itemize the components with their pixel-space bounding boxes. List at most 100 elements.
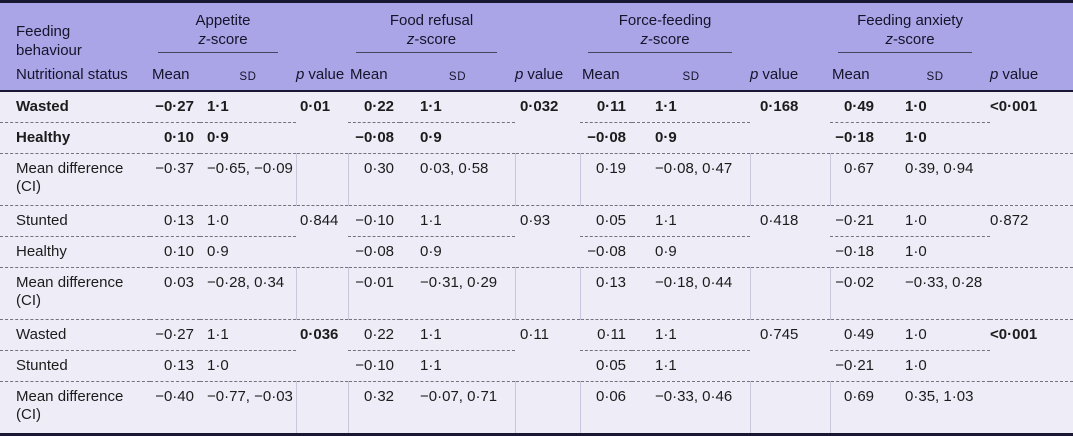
sd-header: SD bbox=[926, 71, 944, 83]
row-label: Healthy bbox=[0, 122, 150, 154]
zscore-label: z-score bbox=[580, 30, 750, 49]
zscore-italic: z bbox=[198, 31, 206, 48]
mean-cell: −0·08 bbox=[348, 236, 401, 268]
sd-cell: 1·1 bbox=[400, 350, 516, 382]
p-value-cell: 0·032 bbox=[520, 98, 559, 115]
p-value-cell-empty bbox=[514, 267, 581, 320]
mean-cell: 0·22 bbox=[348, 319, 401, 351]
mean-cell: 0·67 bbox=[830, 153, 881, 206]
mean-cell: −0·10 bbox=[348, 350, 401, 382]
table-row-stunted: Stunted 0·13 1·0 0·844 −0·10 1·1 0·93 0·… bbox=[0, 205, 1073, 268]
table-row-mean-difference: Mean difference (CI) 0·03 −0·28, 0·34 −0… bbox=[0, 267, 1073, 320]
p-rest: value bbox=[527, 66, 564, 83]
p-value-header: p value bbox=[296, 2, 348, 92]
mean-cell: 0·19 bbox=[580, 153, 633, 206]
row-label: Wasted bbox=[16, 98, 69, 115]
group-header-feeding-anxiety: Feeding anxiety z-score bbox=[830, 2, 990, 53]
group-header-force-feeding: Force-feeding z-score bbox=[580, 2, 750, 53]
zscore-rest: -score bbox=[205, 31, 248, 48]
p-value-cell-empty bbox=[990, 267, 1073, 320]
mean-cell: 0·10 bbox=[150, 236, 200, 268]
sd-cell: 1·0 bbox=[880, 205, 991, 237]
sd-cell: 1·0 bbox=[880, 236, 991, 268]
group-title: Food refusal bbox=[389, 12, 474, 29]
ci-cell: −0·18, 0·44 bbox=[632, 267, 751, 320]
mean-cell: −0·02 bbox=[830, 267, 881, 320]
sd-cell: 0·9 bbox=[200, 236, 297, 268]
p-rest: value bbox=[308, 66, 345, 83]
p-rest: value bbox=[762, 66, 799, 83]
mean-cell: 0·03 bbox=[150, 267, 200, 320]
nutritional-status-label: Nutritional status bbox=[16, 66, 128, 83]
mean-cell: 0·49 bbox=[830, 319, 881, 351]
zscore-label: z-score bbox=[150, 30, 296, 49]
sd-cell: 0·9 bbox=[632, 236, 751, 268]
sd-cell: 1·1 bbox=[400, 319, 516, 351]
mean-cell: 0·06 bbox=[580, 381, 633, 435]
zscore-label: z-score bbox=[830, 30, 990, 49]
mean-cell: −0·01 bbox=[348, 267, 401, 320]
p-value-header: p value bbox=[750, 2, 830, 92]
group-title: Appetite bbox=[195, 12, 251, 29]
table-row-mean-difference: Mean difference (CI) −0·37 −0·65, −0·09 … bbox=[0, 153, 1073, 206]
p-value-cell-empty bbox=[749, 381, 831, 435]
sd-cell: 1·1 bbox=[632, 350, 751, 382]
zscore-italic: z bbox=[885, 31, 893, 48]
column-header-feeding-behaviour: Feeding behaviour Nutritional status bbox=[0, 2, 150, 92]
row-label: Mean difference (CI) bbox=[0, 381, 150, 435]
mean-cell: 0·11 bbox=[580, 319, 633, 351]
sd-cell: 0·9 bbox=[632, 122, 751, 154]
ci-cell: −0·65, −0·09 bbox=[200, 153, 297, 206]
table-body: Wasted −0·27 1·1 0·01 0·22 1·1 0·032 0·1… bbox=[0, 91, 1073, 435]
mean-cell: −0·08 bbox=[580, 236, 633, 268]
mean-cell: 0·11 bbox=[596, 98, 627, 115]
ci-cell: −0·31, 0·29 bbox=[400, 267, 516, 320]
mean-cell: 0·05 bbox=[580, 350, 633, 382]
mean-cell: 0·69 bbox=[830, 381, 881, 435]
p-rest: value bbox=[1002, 66, 1039, 83]
p-value-cell: 0·844 bbox=[296, 205, 349, 268]
ci-cell: −0·08, 0·47 bbox=[632, 153, 751, 206]
zscore-rest: -score bbox=[892, 31, 935, 48]
sd-cell: 0·9 bbox=[400, 122, 516, 154]
mean-cell: −0·18 bbox=[830, 122, 881, 154]
p-value-cell: <0·001 bbox=[990, 98, 1038, 115]
table-row-mean-difference: Mean difference (CI) −0·40 −0·77, −0·03 … bbox=[0, 381, 1073, 435]
mean-cell: −0·40 bbox=[150, 381, 200, 435]
mean-cell: 0·30 bbox=[348, 153, 401, 206]
group-underline bbox=[158, 52, 279, 53]
mean-cell: −0·10 bbox=[348, 205, 401, 237]
group-title: Feeding anxiety bbox=[857, 12, 963, 29]
mean-cell: −0·27 bbox=[155, 98, 194, 115]
sd-cell: 1·0 bbox=[200, 205, 297, 237]
p-italic: p bbox=[750, 66, 759, 83]
p-value-cell-empty bbox=[514, 153, 581, 206]
sd-cell: 0·9 bbox=[200, 122, 297, 154]
header-row-stats: Mean SD Mean SD Mean SD Mean SD bbox=[0, 53, 1073, 91]
row-label: Wasted bbox=[0, 319, 150, 351]
ci-cell: 0·35, 1·03 bbox=[880, 381, 991, 435]
mean-cell: 0·32 bbox=[348, 381, 401, 435]
header-row-groups: Feeding behaviour Nutritional status App… bbox=[0, 2, 1073, 83]
row-label: Stunted bbox=[0, 350, 150, 382]
row-label: Healthy bbox=[0, 236, 150, 268]
group-title: Force-feeding bbox=[618, 12, 712, 29]
table-row-wasted: Wasted −0·27 1·1 0·036 0·22 1·1 0·11 0·1… bbox=[0, 319, 1073, 382]
p-value-cell-empty bbox=[990, 153, 1073, 206]
p-value-cell-empty bbox=[749, 267, 831, 320]
p-value-cell-empty bbox=[295, 153, 349, 206]
sd-cell: 1·0 bbox=[880, 319, 991, 351]
ci-cell: 0·39, 0·94 bbox=[880, 153, 991, 206]
sd-cell: 1·0 bbox=[880, 350, 991, 382]
p-value-cell: 0·168 bbox=[760, 98, 799, 115]
mean-header: Mean bbox=[350, 66, 388, 83]
row-label: Mean difference (CI) bbox=[0, 267, 150, 320]
zscore-rest: -score bbox=[414, 31, 457, 48]
p-value-cell: 0·036 bbox=[296, 319, 349, 382]
ci-cell: −0·28, 0·34 bbox=[200, 267, 297, 320]
p-value-cell-empty bbox=[295, 267, 349, 320]
p-italic: p bbox=[296, 66, 305, 83]
ci-cell: 0·03, 0·58 bbox=[400, 153, 516, 206]
table-row-healthy: Healthy 0·10 0·9 −0·08 0·9 −0·08 0·9 −0·… bbox=[0, 236, 1073, 268]
ci-cell: −0·07, 0·71 bbox=[400, 381, 516, 435]
